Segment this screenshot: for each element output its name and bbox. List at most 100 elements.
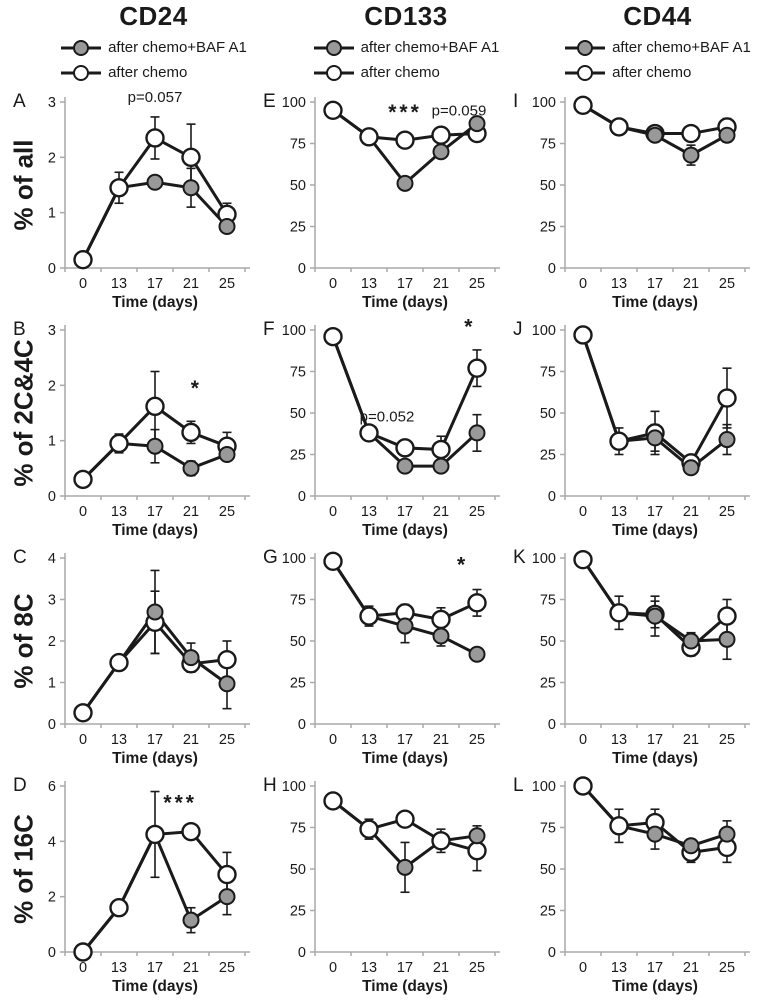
data-point-open bbox=[359, 423, 379, 443]
svg-text:17: 17 bbox=[647, 960, 663, 976]
data-point-open bbox=[181, 422, 201, 443]
legend-cd133: after chemo+BAF A1 after chemo bbox=[313, 35, 500, 85]
svg-text:0: 0 bbox=[298, 261, 306, 277]
data-point-open bbox=[217, 864, 237, 885]
data-point-gray bbox=[646, 429, 664, 447]
svg-text:13: 13 bbox=[361, 276, 377, 292]
gray-circle-marker-icon bbox=[61, 39, 102, 56]
svg-text:25: 25 bbox=[719, 276, 735, 292]
svg-text:17: 17 bbox=[147, 276, 163, 292]
svg-text:21: 21 bbox=[183, 276, 199, 292]
svg-text:50: 50 bbox=[290, 862, 306, 878]
data-point-open bbox=[359, 819, 379, 839]
svg-text:0: 0 bbox=[548, 489, 556, 505]
data-point-gray bbox=[218, 218, 236, 235]
column-title-cd44: CD44 bbox=[623, 1, 692, 31]
panel-letter: K bbox=[513, 547, 526, 568]
svg-text:25: 25 bbox=[219, 732, 235, 748]
svg-text:0: 0 bbox=[79, 732, 87, 748]
svg-text:100: 100 bbox=[282, 323, 306, 339]
data-point-gray bbox=[396, 174, 414, 192]
data-point-gray bbox=[432, 457, 450, 475]
data-point-gray bbox=[646, 126, 664, 144]
svg-text:25: 25 bbox=[540, 904, 556, 920]
svg-text:21: 21 bbox=[683, 732, 699, 748]
svg-text:Time (days): Time (days) bbox=[612, 522, 698, 539]
data-point-open bbox=[395, 438, 415, 458]
svg-text:0: 0 bbox=[79, 504, 87, 520]
svg-text:21: 21 bbox=[433, 504, 449, 520]
data-point-gray bbox=[682, 632, 700, 650]
data-point-open bbox=[145, 396, 165, 417]
data-point-open bbox=[573, 325, 593, 345]
svg-text:0: 0 bbox=[548, 945, 556, 961]
svg-text:25: 25 bbox=[469, 960, 485, 976]
svg-text:25: 25 bbox=[540, 448, 556, 464]
panel-C-chart: 0 1 2 3 4 0 13 17 21 25 Time (days) C bbox=[13, 547, 250, 767]
svg-text:13: 13 bbox=[111, 504, 127, 520]
panel-J-chart: 0 25 50 75 100 0 13 17 21 25 Time (days) J bbox=[513, 319, 750, 539]
svg-text:17: 17 bbox=[647, 276, 663, 292]
svg-text:2: 2 bbox=[48, 890, 56, 906]
svg-text:75: 75 bbox=[540, 593, 556, 609]
svg-text:75: 75 bbox=[290, 593, 306, 609]
svg-text:21: 21 bbox=[433, 276, 449, 292]
svg-text:25: 25 bbox=[290, 676, 306, 692]
data-point-open bbox=[323, 326, 343, 347]
svg-text:100: 100 bbox=[282, 551, 306, 567]
svg-text:21: 21 bbox=[433, 960, 449, 976]
panel-letter: I bbox=[513, 91, 518, 112]
data-point-open bbox=[181, 821, 201, 842]
svg-text:1: 1 bbox=[48, 676, 56, 692]
svg-text:17: 17 bbox=[147, 960, 163, 976]
data-point-open bbox=[73, 942, 93, 962]
svg-text:17: 17 bbox=[647, 732, 663, 748]
svg-text:50: 50 bbox=[540, 862, 556, 878]
panel-C: 0 1 2 3 4 0 13 17 21 25 Time (days) C bbox=[5, 544, 255, 772]
data-point-gray bbox=[218, 675, 236, 693]
svg-text:17: 17 bbox=[397, 960, 413, 976]
svg-text:0: 0 bbox=[298, 489, 306, 505]
svg-text:50: 50 bbox=[290, 406, 306, 422]
data-point-gray bbox=[432, 627, 450, 645]
panel-letter: H bbox=[263, 775, 277, 796]
data-point-open bbox=[609, 117, 629, 137]
data-point-gray bbox=[718, 126, 736, 144]
significance-stars: *** bbox=[163, 792, 197, 815]
open-circle-marker-icon bbox=[61, 64, 102, 81]
panel-B: 0 1 2 3 0 13 17 21 25 Time (days) B * bbox=[5, 316, 255, 544]
svg-text:21: 21 bbox=[183, 732, 199, 748]
svg-text:25: 25 bbox=[290, 220, 306, 236]
panel-letter: J bbox=[513, 319, 523, 340]
panel-letter: F bbox=[263, 319, 275, 340]
svg-text:0: 0 bbox=[48, 261, 56, 277]
svg-text:21: 21 bbox=[183, 504, 199, 520]
legend-item-chemo: after chemo bbox=[564, 60, 751, 85]
data-point-open bbox=[109, 433, 129, 454]
data-point-open bbox=[609, 431, 629, 451]
data-point-gray bbox=[468, 645, 486, 663]
panel-K: 0 25 50 75 100 0 13 17 21 25 Time (days) K bbox=[505, 544, 755, 772]
data-point-gray bbox=[182, 179, 200, 197]
data-point-open bbox=[573, 776, 593, 796]
svg-text:17: 17 bbox=[397, 732, 413, 748]
panel-B-chart: 0 1 2 3 0 13 17 21 25 Time (days) B * bbox=[13, 319, 250, 539]
svg-text:Time (days): Time (days) bbox=[112, 750, 198, 767]
panel-letter: D bbox=[13, 775, 27, 796]
svg-text:Time (days): Time (days) bbox=[112, 522, 198, 539]
svg-text:17: 17 bbox=[147, 504, 163, 520]
svg-text:0: 0 bbox=[48, 489, 56, 505]
data-point-gray bbox=[396, 617, 414, 635]
gray-circle-marker-icon bbox=[565, 39, 606, 56]
svg-text:0: 0 bbox=[298, 945, 306, 961]
legend-label-chemo: after chemo bbox=[360, 64, 440, 81]
svg-text:21: 21 bbox=[683, 504, 699, 520]
legend-label-baf: after chemo+BAF A1 bbox=[612, 39, 751, 56]
column-title-cd24: CD24 bbox=[119, 1, 188, 31]
svg-text:13: 13 bbox=[611, 276, 627, 292]
svg-text:3: 3 bbox=[48, 323, 56, 339]
legend-label-baf: after chemo+BAF A1 bbox=[360, 39, 500, 56]
panel-G: 0 25 50 75 100 0 13 17 21 25 Time (days) G * bbox=[255, 544, 505, 772]
